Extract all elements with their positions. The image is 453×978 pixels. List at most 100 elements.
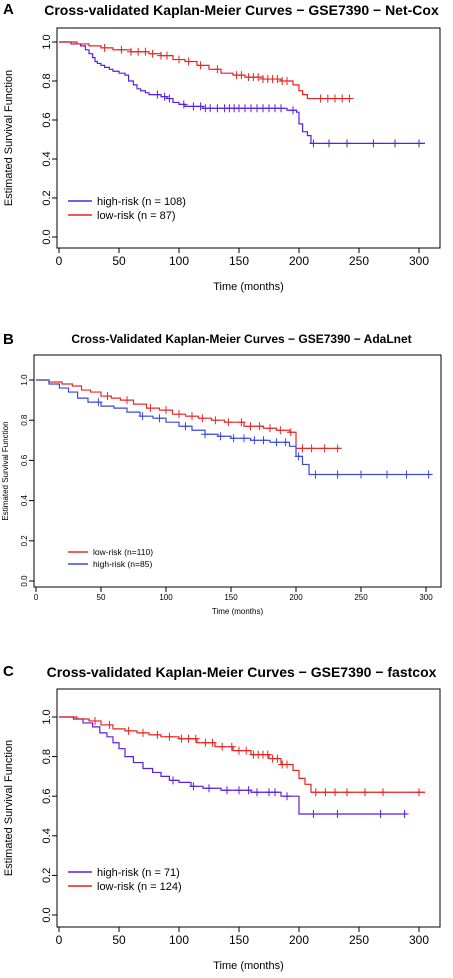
- censor-mark: [146, 404, 155, 413]
- censor-mark: [224, 418, 233, 427]
- censor-mark: [338, 94, 347, 103]
- censor-mark: [323, 94, 332, 103]
- censor-mark: [184, 734, 193, 743]
- censor-mark: [271, 788, 279, 797]
- censor-mark: [169, 776, 177, 785]
- censor-mark: [100, 43, 109, 52]
- censor-mark: [250, 436, 259, 445]
- x-tick-label: 50: [112, 254, 126, 268]
- x-tick-label: 100: [159, 593, 173, 602]
- censor-mark: [333, 470, 342, 479]
- censor-mark: [266, 424, 274, 433]
- panel-c: C Cross-validated Kaplan-Meier Curves − …: [0, 662, 453, 978]
- censor-mark: [235, 786, 243, 795]
- censor-mark: [205, 784, 213, 793]
- censor-mark: [227, 742, 236, 751]
- y-axis-label: Estimated Survival Function: [1, 421, 10, 520]
- y-tick-label: 0.2: [41, 190, 53, 205]
- censor-mark: [165, 94, 174, 103]
- censor-mark: [259, 436, 268, 445]
- censor-mark: [343, 139, 351, 148]
- x-tick-label: 250: [354, 593, 368, 602]
- x-tick-label: 0: [56, 933, 63, 947]
- panel-b: B Cross-Validated Kaplan-Meier Curves − …: [0, 330, 453, 645]
- censor-mark: [309, 139, 318, 148]
- censor-mark: [316, 94, 325, 103]
- censor-mark: [124, 726, 133, 735]
- censor-mark: [235, 746, 243, 755]
- x-tick-label: 250: [349, 254, 369, 268]
- censor-mark: [196, 61, 205, 70]
- panel-label: C: [3, 663, 14, 680]
- x-tick-label: 100: [169, 933, 189, 947]
- x-tick-label: 200: [289, 254, 309, 268]
- censor-mark: [383, 470, 391, 479]
- censor-mark: [155, 414, 164, 423]
- censor-mark: [117, 45, 126, 54]
- chart-title: Cross-validated Kaplan-Meier Curves − GS…: [44, 2, 439, 18]
- censor-mark: [153, 730, 162, 739]
- panel-label: A: [3, 1, 14, 18]
- series-0-curve: [36, 379, 342, 449]
- y-tick-label: 0.0: [41, 907, 53, 922]
- censor-mark: [246, 422, 255, 431]
- x-axis-label: Time (months): [213, 281, 284, 293]
- x-tick-label: 200: [289, 933, 309, 947]
- censor-mark: [103, 392, 112, 401]
- censor-mark: [139, 728, 147, 737]
- censor-mark: [379, 788, 387, 797]
- censor-mark: [357, 470, 365, 479]
- y-axis-label: Estimated Survival Function: [3, 70, 15, 206]
- censor-mark: [253, 788, 261, 797]
- censor-mark: [369, 139, 378, 148]
- series-0-curve: [59, 716, 407, 815]
- km-plot: 0 50 100 150 200 250 300 0.0 0.2 0.4 0.6 0.8 1.0 Time…: [3, 27, 441, 293]
- censor-mark: [415, 788, 423, 797]
- censor-mark: [277, 104, 285, 113]
- x-tick-label: 0: [56, 254, 63, 268]
- panel-label: B: [3, 331, 14, 348]
- censor-mark: [237, 418, 246, 427]
- censor-mark: [254, 73, 263, 82]
- censor-mark: [286, 428, 295, 437]
- series-0-curve: [59, 41, 425, 144]
- censor-mark: [391, 139, 399, 148]
- censor-mark: [415, 139, 423, 148]
- censor-mark: [216, 432, 225, 441]
- censor-mark: [242, 746, 251, 755]
- censor-mark: [333, 444, 342, 453]
- censor-mark: [181, 422, 190, 431]
- censor-mark: [402, 470, 411, 479]
- censor-mark: [201, 430, 209, 439]
- censor-mark: [345, 94, 354, 103]
- censor-mark: [123, 396, 131, 405]
- x-tick-label: 150: [224, 593, 238, 602]
- y-tick-label: 0.8: [41, 73, 53, 88]
- censor-mark: [276, 426, 285, 435]
- censor-mark: [283, 760, 291, 769]
- km-plot: 0 50 100 150 200 250 300 0.0 0.2 0.4 0.6 0.8 1.0 Time…: [1, 354, 442, 616]
- censor-mark: [211, 416, 220, 425]
- censor-mark: [184, 57, 193, 66]
- censor-mark: [213, 104, 222, 113]
- legend-label: high-risk (n = 71): [97, 867, 180, 879]
- series-1-curve: [59, 41, 351, 100]
- y-axis-label: Estimated Survival Function: [3, 740, 15, 876]
- censor-mark: [134, 47, 143, 56]
- censor-mark: [188, 412, 196, 421]
- censor-mark: [294, 452, 303, 461]
- x-tick-label: 50: [97, 593, 106, 602]
- legend-label: low-risk (n=110): [93, 547, 153, 557]
- y-tick-label: 0.2: [20, 535, 29, 547]
- censor-mark: [237, 71, 246, 80]
- censor-mark: [321, 788, 330, 797]
- km-plot: 0 50 100 150 200 250 300 0.0 0.2 0.4 0.6 0.8 1.0 Time…: [3, 688, 441, 972]
- censor-mark: [307, 444, 316, 453]
- censor-mark: [175, 55, 183, 64]
- censor-mark: [289, 106, 297, 115]
- y-tick-label: 0.8: [20, 414, 29, 426]
- censor-mark: [198, 414, 207, 423]
- censor-mark: [376, 810, 385, 819]
- y-tick-label: 0.8: [41, 749, 53, 764]
- censor-mark: [201, 738, 210, 747]
